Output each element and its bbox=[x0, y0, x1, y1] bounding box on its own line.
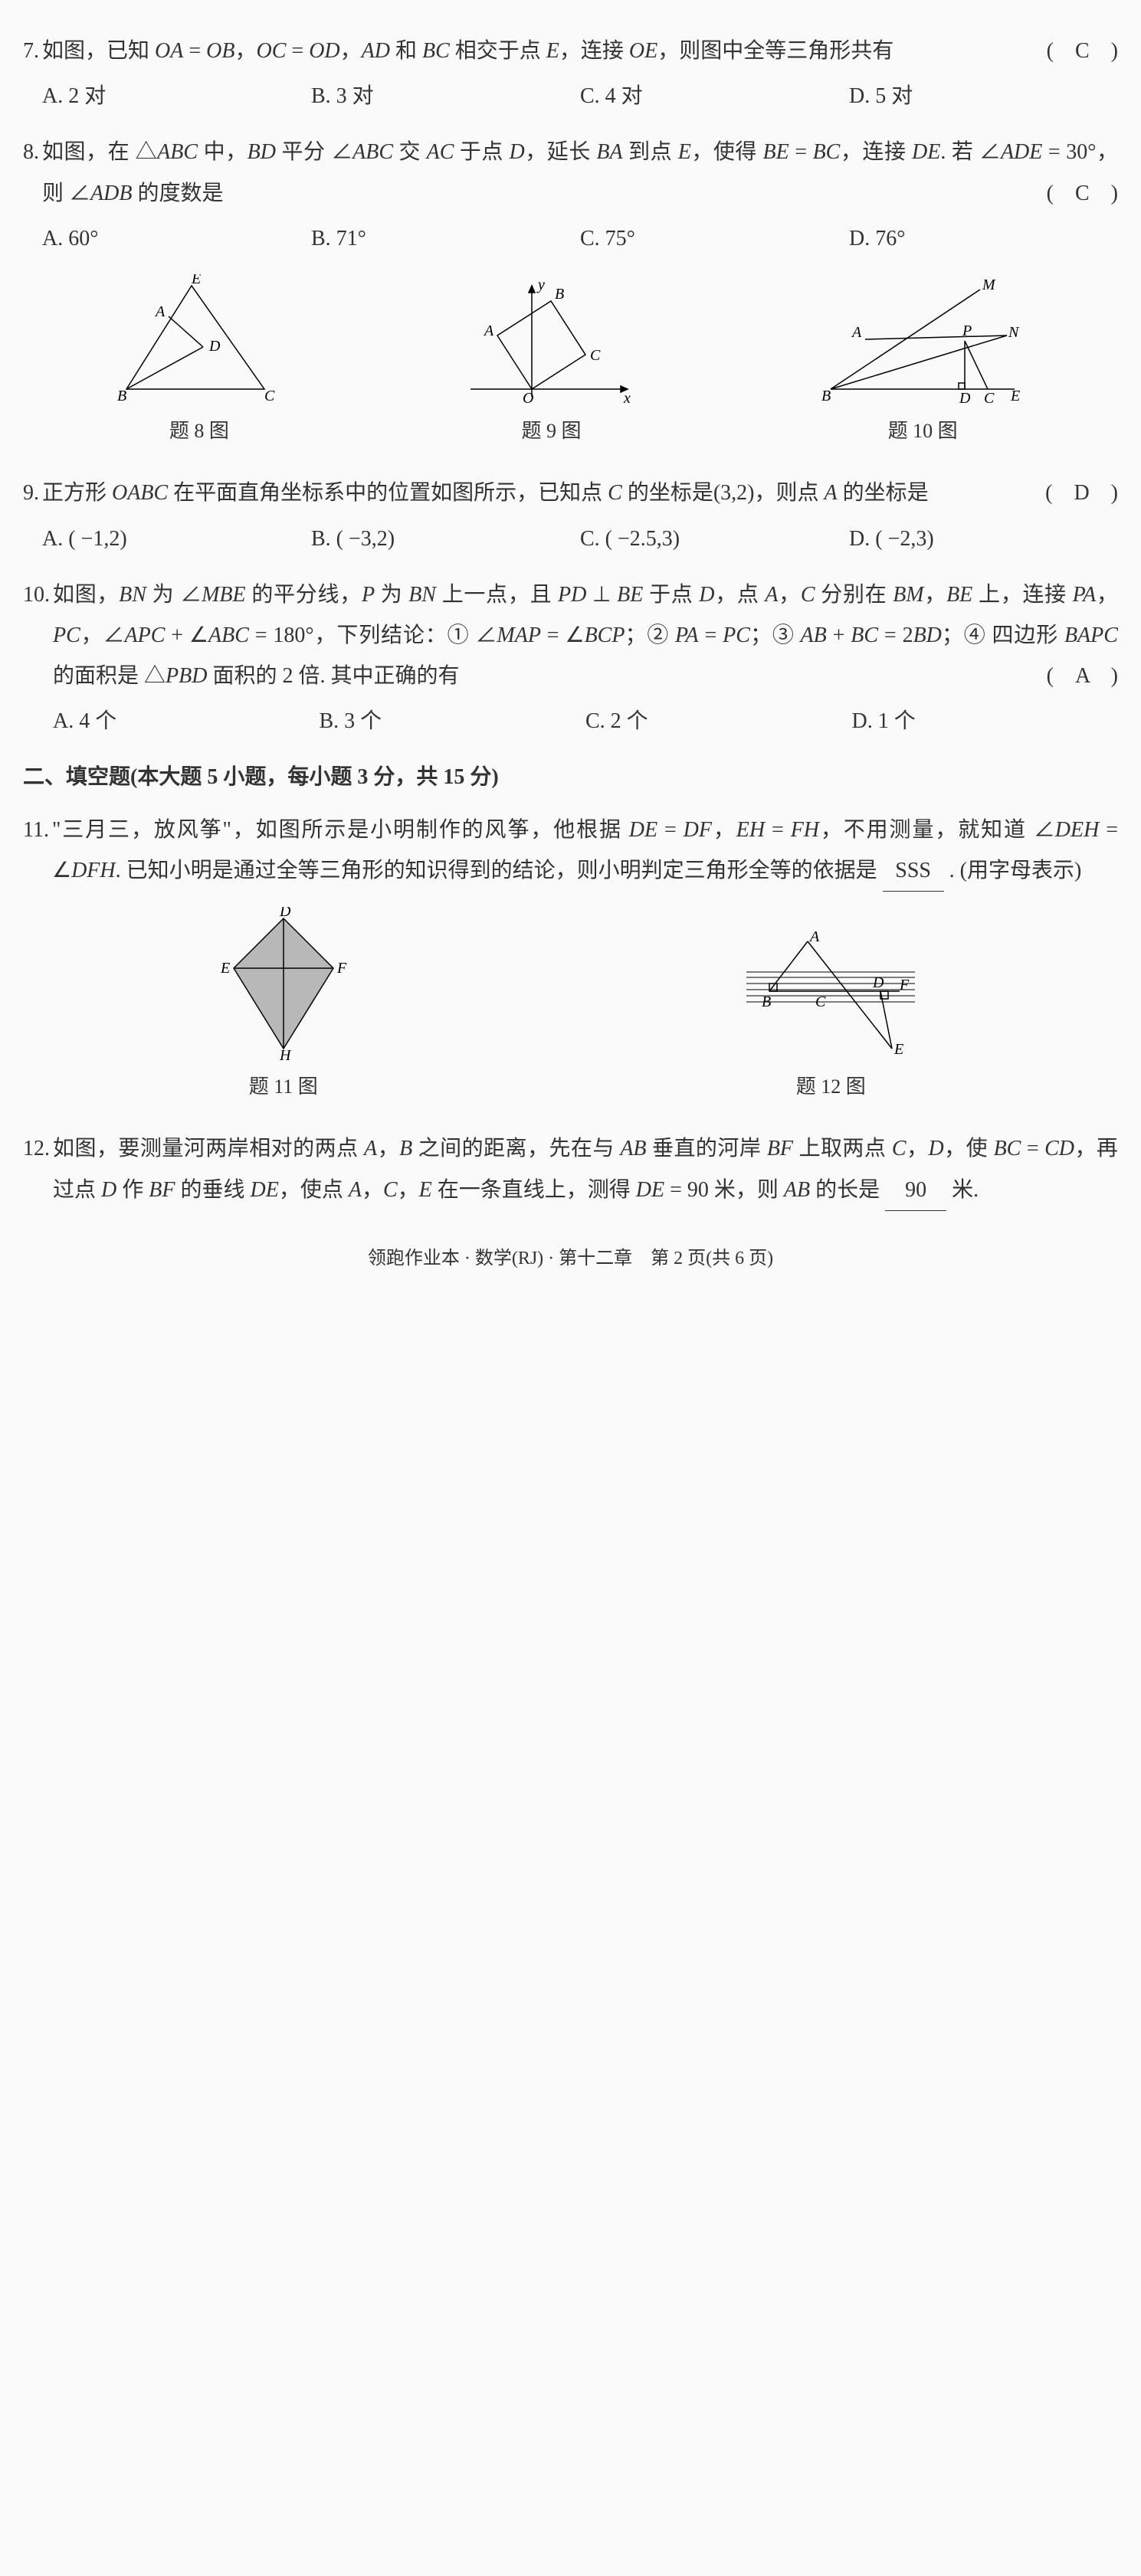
q7-opt-d: D. 5 对 bbox=[849, 76, 1118, 116]
svg-text:D: D bbox=[872, 974, 884, 991]
svg-text:E: E bbox=[191, 274, 201, 287]
q7-answer: ( C ) bbox=[1047, 31, 1118, 71]
q12-num: 12. bbox=[23, 1128, 50, 1169]
fig9-svg: O x y A B C bbox=[463, 274, 639, 404]
figure-10: B E M A N P D C 题 10 图 bbox=[815, 274, 1030, 450]
q9-answer: ( D ) bbox=[1045, 473, 1118, 513]
q10-opt-a: A. 4 个 bbox=[53, 701, 320, 741]
q10-text: 如图，BN 为 ∠MBE 的平分线，P 为 BN 上一点，且 PD ⊥ BE 于… bbox=[53, 574, 1118, 697]
svg-text:E: E bbox=[220, 960, 230, 977]
q9-num: 9. bbox=[23, 473, 39, 513]
svg-text:C: C bbox=[264, 388, 275, 404]
q8-opt-a: A. 60° bbox=[42, 218, 311, 259]
q10-answer: ( A ) bbox=[1047, 656, 1118, 696]
q7-options: A. 2 对 B. 3 对 C. 4 对 D. 5 对 bbox=[42, 76, 1118, 116]
page-footer: 领跑作业本 · 数学(RJ) · 第十二章 第 2 页(共 6 页) bbox=[23, 1242, 1118, 1277]
figure-8: B C E A D 题 8 图 bbox=[111, 274, 287, 450]
svg-text:C: C bbox=[815, 993, 826, 1010]
fig11-caption: 题 11 图 bbox=[215, 1068, 352, 1105]
q8-options: A. 60° B. 71° C. 75° D. 76° bbox=[42, 218, 1118, 259]
svg-text:O: O bbox=[523, 390, 533, 404]
q10-options: A. 4 个 B. 3 个 C. 2 个 D. 1 个 bbox=[53, 701, 1118, 741]
q10-opt-b: B. 3 个 bbox=[320, 701, 586, 741]
fig11-svg: D E F H bbox=[215, 907, 352, 1060]
fig12-caption: 题 12 图 bbox=[735, 1068, 926, 1105]
q8-opt-d: D. 76° bbox=[849, 218, 1118, 259]
q9-opt-a: A. ( −1,2) bbox=[42, 519, 311, 559]
q12-blank: 90 bbox=[885, 1170, 946, 1211]
svg-text:N: N bbox=[1008, 324, 1020, 341]
svg-text:B: B bbox=[555, 286, 564, 303]
figure-row-1: B C E A D 题 8 图 O x y A B C bbox=[23, 274, 1118, 450]
svg-text:A: A bbox=[851, 324, 862, 341]
q8-answer: ( C ) bbox=[1047, 173, 1118, 214]
q8-opt-b: B. 71° bbox=[311, 218, 580, 259]
q9-opt-b: B. ( −3,2) bbox=[311, 519, 580, 559]
q10-opt-d: D. 1 个 bbox=[852, 701, 1119, 741]
svg-text:E: E bbox=[893, 1041, 903, 1058]
svg-text:M: M bbox=[982, 277, 996, 293]
svg-text:B: B bbox=[117, 388, 126, 404]
fig10-caption: 题 10 图 bbox=[815, 412, 1030, 450]
q11-text: "三月三，放风筝"，如图所示是小明制作的风筝，他根据 DE = DF，EH = … bbox=[52, 810, 1118, 892]
q7-opt-a: A. 2 对 bbox=[42, 76, 311, 116]
q9-text: 正方形 OABC 在平面直角坐标系中的位置如图所示，已知点 C 的坐标是(3,2… bbox=[42, 473, 1118, 513]
question-10: 10. 如图，BN 为 ∠MBE 的平分线，P 为 BN 上一点，且 PD ⊥ … bbox=[23, 574, 1118, 742]
fig10-svg: B E M A N P D C bbox=[815, 274, 1030, 404]
q8-text: 如图，在 △ABC 中，BD 平分 ∠ABC 交 AC 于点 D，延长 BA 到… bbox=[42, 132, 1118, 213]
svg-text:B: B bbox=[762, 993, 771, 1010]
question-11: 11. "三月三，放风筝"，如图所示是小明制作的风筝，他根据 DE = DF，E… bbox=[23, 810, 1118, 892]
svg-text:A: A bbox=[154, 303, 166, 320]
svg-text:A: A bbox=[483, 322, 494, 339]
fig8-caption: 题 8 图 bbox=[111, 412, 287, 450]
question-8: 8. 如图，在 △ABC 中，BD 平分 ∠ABC 交 AC 于点 D，延长 B… bbox=[23, 132, 1118, 259]
svg-text:x: x bbox=[623, 390, 631, 404]
svg-text:D: D bbox=[279, 907, 291, 920]
q11-blank: SSS bbox=[883, 850, 944, 892]
q9-opt-d: D. ( −2,3) bbox=[849, 519, 1118, 559]
svg-text:F: F bbox=[336, 960, 347, 977]
q7-opt-c: C. 4 对 bbox=[580, 76, 849, 116]
svg-text:P: P bbox=[962, 322, 972, 339]
figure-11: D E F H 题 11 图 bbox=[215, 907, 352, 1105]
q7-num: 7. bbox=[23, 31, 39, 71]
svg-text:E: E bbox=[1010, 388, 1020, 404]
svg-text:C: C bbox=[984, 390, 995, 404]
figure-12: A B C D F E 题 12 图 bbox=[735, 930, 926, 1105]
section-2-header: 二、填空题(本大题 5 小题，每小题 3 分，共 15 分) bbox=[23, 757, 1118, 797]
svg-text:D: D bbox=[959, 390, 971, 404]
figure-9: O x y A B C 题 9 图 bbox=[463, 274, 639, 450]
q7-text: 如图，已知 OA = OB，OC = OD，AD 和 BC 相交于点 E，连接 … bbox=[42, 31, 1118, 71]
svg-text:H: H bbox=[279, 1047, 292, 1060]
svg-text:y: y bbox=[536, 277, 545, 293]
q7-opt-b: B. 3 对 bbox=[311, 76, 580, 116]
svg-text:D: D bbox=[208, 338, 221, 355]
q11-num: 11. bbox=[23, 810, 49, 850]
fig12-svg: A B C D F E bbox=[735, 930, 926, 1060]
figure-row-2: D E F H 题 11 图 bbox=[23, 907, 1118, 1105]
q8-opt-c: C. 75° bbox=[580, 218, 849, 259]
q9-opt-c: C. ( −2.5,3) bbox=[580, 519, 849, 559]
svg-text:F: F bbox=[899, 977, 910, 993]
fig9-caption: 题 9 图 bbox=[463, 412, 639, 450]
q12-text: 如图，要测量河两岸相对的两点 A，B 之间的距离，先在与 AB 垂直的河岸 BF… bbox=[53, 1128, 1118, 1210]
q9-options: A. ( −1,2) B. ( −3,2) C. ( −2.5,3) D. ( … bbox=[42, 519, 1118, 559]
q8-num: 8. bbox=[23, 132, 39, 172]
svg-text:B: B bbox=[821, 388, 831, 404]
q10-num: 10. bbox=[23, 574, 50, 615]
fig8-svg: B C E A D bbox=[111, 274, 287, 404]
question-7: 7. 如图，已知 OA = OB，OC = OD，AD 和 BC 相交于点 E，… bbox=[23, 31, 1118, 116]
question-9: 9. 正方形 OABC 在平面直角坐标系中的位置如图所示，已知点 C 的坐标是(… bbox=[23, 473, 1118, 558]
question-12: 12. 如图，要测量河两岸相对的两点 A，B 之间的距离，先在与 AB 垂直的河… bbox=[23, 1128, 1118, 1210]
svg-text:A: A bbox=[808, 930, 820, 945]
q10-opt-c: C. 2 个 bbox=[585, 701, 852, 741]
svg-text:C: C bbox=[590, 347, 601, 364]
